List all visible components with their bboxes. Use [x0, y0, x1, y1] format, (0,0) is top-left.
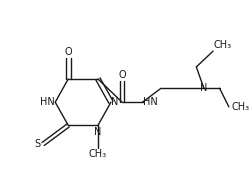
Text: CH₃: CH₃: [88, 149, 106, 159]
Text: O: O: [118, 70, 126, 80]
Text: CH₃: CH₃: [212, 40, 230, 50]
Text: S: S: [34, 139, 40, 149]
Text: CH₃: CH₃: [231, 102, 249, 112]
Text: HN: HN: [40, 97, 55, 107]
Text: O: O: [64, 47, 72, 57]
Text: N: N: [199, 83, 207, 93]
Text: N: N: [94, 127, 101, 137]
Text: HN: HN: [142, 97, 157, 107]
Text: N: N: [110, 97, 118, 107]
